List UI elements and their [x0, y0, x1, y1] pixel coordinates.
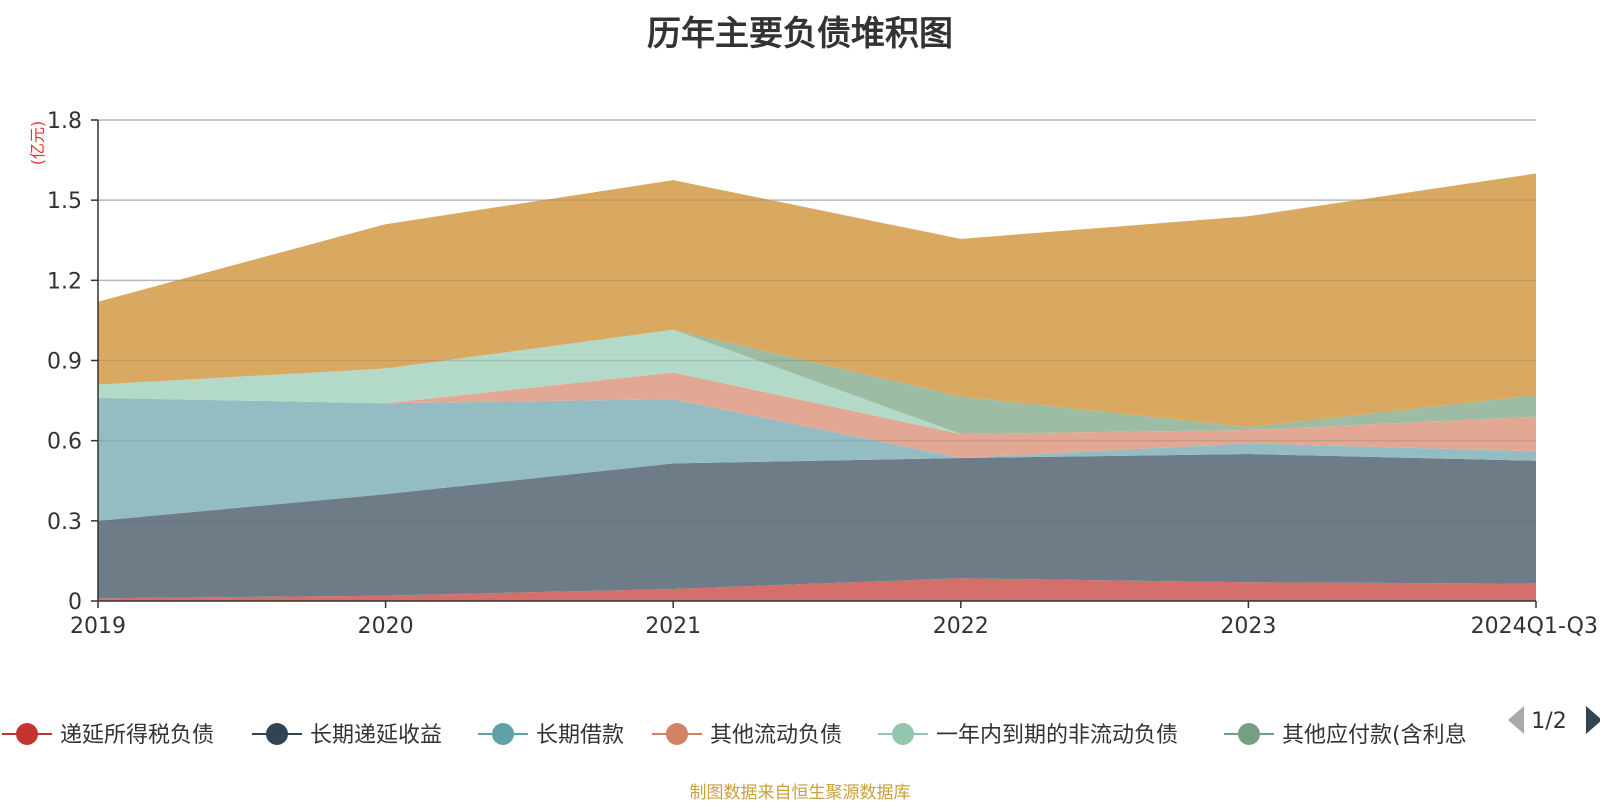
- legend-label-0: 递延所得税负债: [60, 723, 214, 748]
- legend-item-5[interactable]: 其他应付款(含利息: [1224, 723, 1467, 748]
- legend-item-4[interactable]: 一年内到期的非流动负债: [878, 723, 1178, 748]
- legend-label-1: 长期递延收益: [310, 723, 442, 748]
- area-series-6[interactable]: [98, 173, 1536, 428]
- legend-prev-arrow-icon[interactable]: [1508, 706, 1524, 734]
- legend-item-2[interactable]: 长期借款: [478, 723, 624, 748]
- area-series-1[interactable]: [98, 454, 1536, 599]
- y-axis-ticks: 0 0.3 0.6 0.9 1.2 1.5 1.8: [47, 109, 98, 615]
- x-tick-label-1: 2020: [358, 614, 414, 639]
- legend-label-5: 其他应付款(含利息: [1282, 723, 1467, 748]
- legend-label-2: 长期借款: [536, 723, 624, 748]
- x-tick-label-3: 2022: [933, 614, 989, 639]
- legend[interactable]: 递延所得税负债 长期递延收益 长期借款 其他流动负债 一年内到期的非流动负债 其他应付款(…: [2, 723, 1467, 748]
- legend-circle-2: [492, 723, 514, 745]
- x-tick-label-4: 2023: [1220, 614, 1276, 639]
- area-series-3[interactable]: [98, 372, 1536, 459]
- legend-circle-4: [892, 723, 914, 745]
- legend-pager: 1/2: [1508, 706, 1600, 734]
- legend-circle-3: [666, 723, 688, 745]
- legend-item-0[interactable]: 递延所得税负债: [2, 723, 214, 748]
- legend-circle-5: [1238, 723, 1260, 745]
- x-tick-label-0: 2019: [70, 614, 126, 639]
- legend-label-4: 一年内到期的非流动负债: [936, 723, 1178, 748]
- legend-circle-1: [266, 723, 288, 745]
- y-axis-unit-label: (亿元): [28, 121, 47, 166]
- y-tick-label-5: 1.5: [47, 189, 82, 214]
- legend-circle-0: [16, 723, 38, 745]
- area-series-0[interactable]: [98, 578, 1536, 601]
- legend-label-3: 其他流动负债: [710, 723, 842, 748]
- x-tick-label-2: 2021: [645, 614, 701, 639]
- y-tick-label-1: 0.3: [47, 510, 82, 535]
- legend-item-3[interactable]: 其他流动负债: [652, 723, 842, 748]
- x-tick-label-5: 2024Q1-Q3: [1471, 614, 1598, 639]
- y-tick-label-3: 0.9: [47, 350, 82, 375]
- chart-title: 历年主要负债堆积图: [647, 14, 953, 54]
- y-tick-label-0: 0: [68, 590, 82, 615]
- legend-page-indicator: 1/2: [1531, 709, 1566, 734]
- data-source-note: 制图数据来自恒生聚源数据库: [689, 783, 911, 803]
- area-series-2[interactable]: [98, 397, 1536, 521]
- x-axis-ticks: 2019 2020 2021 2022 2023 2024Q1-Q3: [70, 601, 1598, 639]
- legend-next-arrow-icon[interactable]: [1586, 706, 1600, 734]
- area-series-5[interactable]: [98, 329, 1536, 434]
- area-series: [98, 119, 1536, 601]
- y-tick-label-4: 1.2: [47, 269, 82, 294]
- y-tick-label-2: 0.6: [47, 430, 82, 455]
- legend-item-1[interactable]: 长期递延收益: [252, 723, 442, 748]
- y-tick-label-6: 1.8: [47, 109, 82, 134]
